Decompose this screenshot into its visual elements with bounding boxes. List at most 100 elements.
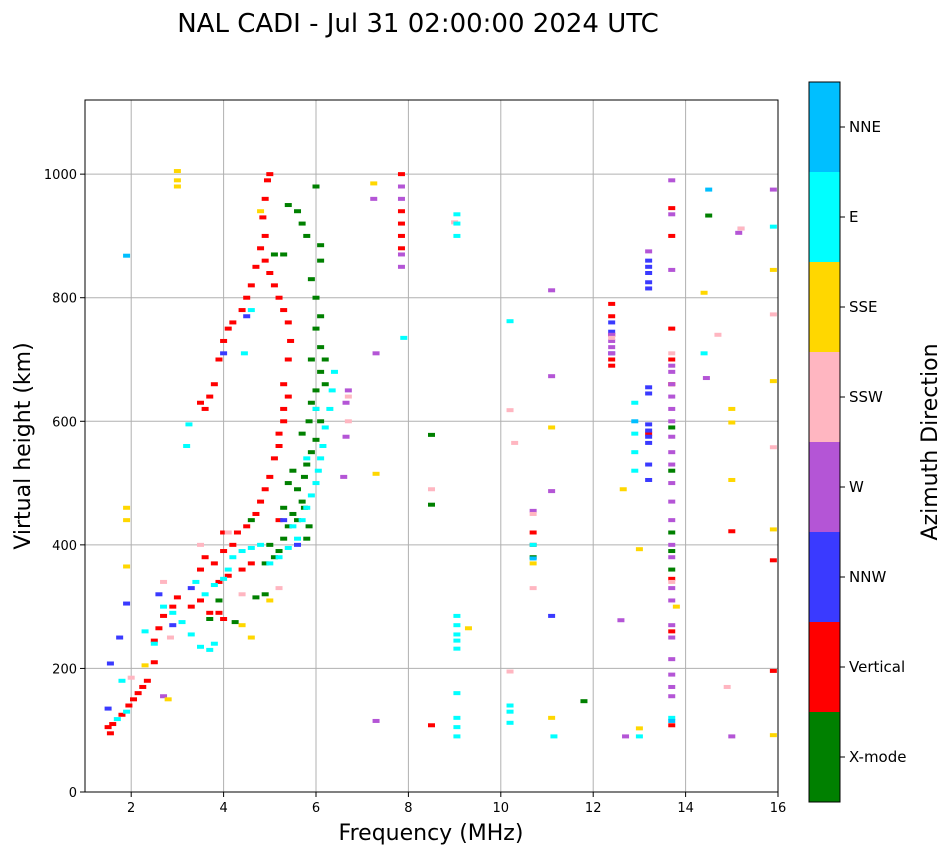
data-point bbox=[160, 613, 168, 618]
data-point bbox=[506, 319, 514, 324]
data-point bbox=[326, 406, 334, 411]
data-point bbox=[397, 221, 405, 226]
data-point bbox=[705, 187, 713, 192]
data-point bbox=[257, 246, 265, 251]
data-point bbox=[169, 610, 177, 615]
data-point bbox=[247, 635, 255, 640]
data-point bbox=[506, 720, 514, 725]
data-point bbox=[622, 734, 630, 739]
data-point bbox=[240, 351, 248, 356]
data-point bbox=[238, 592, 246, 597]
data-point bbox=[317, 456, 325, 461]
data-point bbox=[173, 184, 181, 189]
data-point bbox=[645, 431, 653, 436]
data-point bbox=[608, 351, 616, 356]
data-point bbox=[608, 332, 616, 337]
y-tick-label: 200 bbox=[52, 662, 77, 677]
data-point bbox=[266, 271, 274, 275]
y-tick-label: 400 bbox=[52, 539, 77, 554]
data-point bbox=[155, 592, 163, 597]
x-tick-label: 16 bbox=[770, 801, 787, 816]
data-point bbox=[284, 524, 292, 529]
data-point bbox=[275, 444, 283, 448]
data-point bbox=[321, 357, 329, 362]
data-point bbox=[769, 312, 777, 317]
data-point bbox=[294, 542, 302, 547]
data-point bbox=[317, 314, 325, 319]
data-point bbox=[608, 301, 616, 306]
colorbar-segment bbox=[809, 532, 840, 622]
data-point bbox=[645, 462, 653, 467]
data-point bbox=[312, 406, 320, 411]
data-point bbox=[275, 555, 283, 560]
x-tick-label: 8 bbox=[404, 801, 412, 816]
data-point bbox=[735, 230, 743, 235]
data-point bbox=[317, 419, 325, 424]
data-point bbox=[668, 518, 676, 523]
data-point bbox=[668, 694, 676, 699]
data-point bbox=[125, 703, 133, 708]
data-point bbox=[280, 382, 288, 387]
data-point bbox=[668, 425, 676, 430]
data-point bbox=[372, 718, 380, 723]
x-tick-label: 14 bbox=[677, 801, 694, 816]
data-point bbox=[238, 549, 246, 554]
data-point bbox=[224, 573, 232, 578]
data-point bbox=[247, 545, 255, 550]
data-point bbox=[284, 320, 292, 325]
colorbar-label: X-mode bbox=[849, 748, 906, 766]
data-point bbox=[294, 209, 302, 214]
data-point bbox=[280, 406, 288, 411]
data-point bbox=[289, 468, 297, 473]
data-point bbox=[668, 212, 676, 217]
data-point bbox=[134, 691, 142, 696]
data-point bbox=[118, 712, 126, 717]
x-tick-label: 12 bbox=[585, 801, 602, 816]
data-point bbox=[261, 487, 269, 492]
data-point bbox=[284, 481, 292, 486]
data-point bbox=[344, 419, 352, 424]
data-point bbox=[197, 567, 204, 572]
data-point bbox=[247, 518, 255, 523]
data-point bbox=[668, 382, 676, 387]
data-point bbox=[645, 264, 653, 269]
data-point bbox=[307, 493, 315, 498]
data-point bbox=[312, 481, 320, 486]
data-point bbox=[164, 697, 172, 702]
data-point bbox=[453, 233, 461, 238]
data-point bbox=[303, 536, 311, 541]
data-point bbox=[668, 598, 676, 603]
data-point bbox=[104, 706, 112, 711]
data-point bbox=[317, 258, 325, 263]
data-point bbox=[106, 661, 114, 666]
colorbar-label: SSW bbox=[849, 388, 883, 406]
data-point bbox=[548, 288, 556, 293]
x-tick-label: 6 bbox=[312, 801, 320, 816]
data-point bbox=[166, 635, 174, 640]
data-point bbox=[275, 586, 283, 591]
colorbar-label: E bbox=[849, 208, 858, 226]
data-point bbox=[197, 598, 204, 603]
data-point bbox=[702, 376, 710, 381]
data-point bbox=[229, 542, 237, 547]
data-point bbox=[303, 456, 311, 461]
data-point bbox=[231, 620, 239, 625]
data-point bbox=[608, 320, 616, 325]
data-point bbox=[728, 420, 736, 425]
data-point bbox=[294, 487, 302, 492]
data-point bbox=[220, 549, 228, 554]
data-point bbox=[233, 530, 241, 535]
data-point bbox=[328, 388, 336, 393]
series-w bbox=[160, 178, 777, 739]
data-point bbox=[238, 567, 246, 572]
data-point bbox=[668, 434, 676, 439]
data-point bbox=[229, 320, 237, 325]
data-point bbox=[668, 450, 676, 455]
data-point bbox=[397, 196, 405, 201]
data-point bbox=[187, 604, 195, 609]
data-point bbox=[201, 406, 209, 411]
data-point bbox=[312, 184, 320, 189]
data-point bbox=[668, 684, 676, 689]
data-point bbox=[506, 408, 514, 413]
